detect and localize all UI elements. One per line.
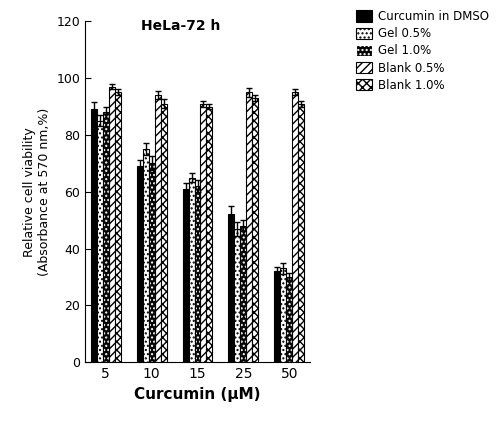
Bar: [200, 104, 206, 362]
Bar: [182, 189, 188, 362]
Bar: [274, 271, 280, 362]
Bar: [240, 226, 246, 362]
Bar: [114, 92, 120, 362]
Bar: [90, 109, 96, 362]
Bar: [154, 95, 160, 362]
Bar: [102, 112, 108, 362]
Bar: [286, 277, 292, 362]
Bar: [102, 112, 108, 362]
Bar: [96, 121, 102, 362]
Text: HeLa-72 h: HeLa-72 h: [140, 19, 220, 33]
Bar: [292, 92, 298, 362]
Bar: [148, 163, 154, 362]
Bar: [286, 277, 292, 362]
Bar: [252, 98, 258, 362]
Bar: [280, 268, 286, 362]
Y-axis label: Relative cell viability
(Absorbance at 570 nm,%): Relative cell viability (Absorbance at 5…: [22, 108, 50, 276]
Bar: [194, 186, 200, 362]
Bar: [142, 149, 148, 362]
Legend: Curcumin in DMSO, Gel 0.5%, Gel 1.0%, Blank 0.5%, Blank 1.0%: Curcumin in DMSO, Gel 0.5%, Gel 1.0%, Bl…: [356, 10, 489, 92]
Bar: [160, 104, 166, 362]
Bar: [188, 178, 194, 362]
Bar: [240, 226, 246, 362]
Bar: [246, 92, 252, 362]
Bar: [234, 229, 240, 362]
X-axis label: Curcumin (μM): Curcumin (μM): [134, 386, 261, 402]
Bar: [136, 166, 142, 362]
Bar: [108, 86, 114, 362]
Bar: [298, 104, 304, 362]
Bar: [148, 163, 154, 362]
Bar: [194, 186, 200, 362]
Bar: [206, 106, 212, 362]
Bar: [228, 214, 234, 362]
